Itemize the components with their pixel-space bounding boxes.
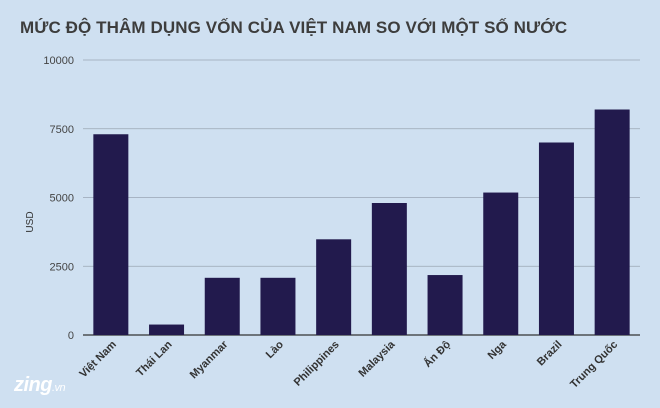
x-tick-label: Ấn Độ <box>421 338 453 370</box>
bar <box>149 324 185 335</box>
x-tick-labels: Việt Nam Thái Lan Myanmar Lào Philippines Mal… <box>77 338 620 391</box>
bar <box>371 203 407 335</box>
x-tick-label: Brazil <box>535 339 565 369</box>
y-tick-label: 5000 <box>50 193 74 205</box>
y-tick-label: 2500 <box>50 261 74 273</box>
bar <box>538 142 574 335</box>
zing-logo: zing.vn <box>14 374 66 397</box>
watermark-brand: zing <box>14 374 53 396</box>
y-tick-label: 10000 <box>43 55 74 67</box>
x-tick-label: Thái Lan <box>134 338 175 379</box>
bar <box>260 277 296 335</box>
y-tick-label: 0 <box>68 330 74 342</box>
bar <box>316 239 352 335</box>
watermark-suffix: .vn <box>52 382 66 394</box>
bar <box>204 277 240 335</box>
x-tick-label: Trung Quốc <box>568 339 620 391</box>
bar <box>93 134 129 335</box>
y-tick-label: 7500 <box>50 124 74 136</box>
bar <box>427 275 463 335</box>
bar <box>483 192 519 335</box>
x-tick-label: Malaysia <box>357 338 399 380</box>
y-tick-labels: 0 2500 5000 7500 10000 <box>43 55 74 342</box>
y-axis-label: USD <box>25 211 36 232</box>
x-tick-label: Việt Nam <box>77 338 119 380</box>
x-tick-label: Nga <box>486 338 510 362</box>
chart-title: MỨC ĐỘ THÂM DỤNG VỐN CỦA VIỆT NAM SO VỚI… <box>20 18 568 37</box>
x-tick-label: Myanmar <box>188 338 231 381</box>
x-tick-label: Philippines <box>292 339 342 389</box>
bars <box>93 109 630 335</box>
x-tick-label: Lào <box>264 338 287 361</box>
bar <box>594 109 630 335</box>
